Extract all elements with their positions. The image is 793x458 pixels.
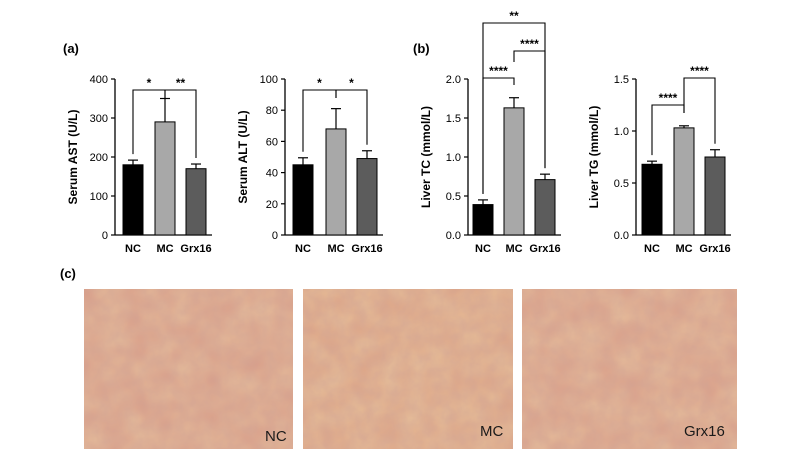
- category-label-mc: MC: [505, 243, 522, 255]
- bar-mc: [154, 121, 176, 236]
- significance-label: ****: [520, 37, 539, 51]
- micrograph-label-mc: MC: [480, 423, 503, 440]
- bar-mc: [673, 127, 695, 236]
- y-tick-label: 0.5: [614, 178, 629, 190]
- y-tick-label: 0: [102, 230, 108, 242]
- y-tick-label: 1.0: [446, 152, 461, 164]
- y-tick-label: 1.5: [614, 74, 629, 86]
- category-label-grx16: Grx16: [351, 243, 382, 255]
- category-label-nc: NC: [475, 243, 491, 255]
- y-tick-label: 300: [90, 113, 108, 125]
- micrograph-label-nc: NC: [265, 428, 287, 445]
- y-axis-label: Liver TG (mmol/L): [587, 106, 601, 209]
- panel-label-b: (b): [413, 41, 430, 56]
- category-label-mc: MC: [675, 243, 692, 255]
- bar-mc: [503, 107, 525, 236]
- micrograph-label-grx16: Grx16: [684, 423, 725, 440]
- category-label-grx16: Grx16: [699, 243, 730, 255]
- significance-bracket: [164, 89, 197, 159]
- micrograph-mc: MC: [303, 289, 513, 449]
- significance-label: **: [176, 76, 186, 90]
- significance-bracket: [482, 22, 546, 194]
- y-axis-label: Serum ALT (U/L): [236, 110, 250, 203]
- bar-grx16: [356, 158, 378, 236]
- significance-label: ****: [489, 64, 508, 78]
- y-tick-label: 100: [260, 74, 278, 86]
- y-tick-label: 1.5: [446, 113, 461, 125]
- significance-label: *: [349, 76, 354, 90]
- category-label-mc: MC: [327, 243, 344, 255]
- category-label-nc: NC: [125, 243, 141, 255]
- significance-label: ****: [690, 64, 709, 78]
- y-tick-label: 40: [266, 168, 278, 180]
- category-label-grx16: Grx16: [529, 243, 560, 255]
- bar-mc: [325, 128, 347, 236]
- bar-nc: [122, 164, 144, 236]
- y-tick-label: 400: [90, 74, 108, 86]
- bar-grx16: [704, 156, 726, 236]
- panel-label-a: (a): [63, 41, 79, 56]
- category-label-mc: MC: [156, 243, 173, 255]
- chart-liver-tc: 0.0 0.5 1.0 1.5 2.0 Liver TC (mmol/L) NC MC Grx1…: [419, 9, 561, 255]
- bar-nc: [641, 163, 663, 236]
- bar-nc: [292, 164, 314, 236]
- y-tick-label: 0: [272, 230, 278, 242]
- chart-liver-tg: 0.0 0.5 1.0 1.5 Liver TG (mmol/L) NC MC Grx16 **…: [587, 64, 731, 255]
- y-tick-label: 0.0: [446, 230, 461, 242]
- y-tick-label: 100: [90, 191, 108, 203]
- y-tick-label: 80: [266, 105, 278, 117]
- y-axis-label: Serum AST (U/L): [66, 110, 80, 205]
- y-tick-label: 0.0: [614, 230, 629, 242]
- micrograph-grx16: Grx16: [522, 289, 737, 449]
- y-tick-label: 20: [266, 199, 278, 211]
- bar-grx16: [534, 179, 556, 236]
- significance-label: *: [317, 76, 322, 90]
- category-label-nc: NC: [644, 243, 660, 255]
- y-tick-label: 0.5: [446, 191, 461, 203]
- significance-label: *: [147, 76, 152, 90]
- y-tick-label: 1.0: [614, 126, 629, 138]
- y-tick-label: 2.0: [446, 74, 461, 86]
- category-label-grx16: Grx16: [180, 243, 211, 255]
- micrograph-nc: NC: [84, 289, 293, 449]
- y-tick-label: 200: [90, 152, 108, 164]
- significance-bracket: [683, 77, 716, 144]
- category-label-nc: NC: [295, 243, 311, 255]
- significance-bracket: [335, 89, 368, 145]
- bar-nc: [472, 204, 494, 236]
- significance-label: ****: [659, 91, 678, 105]
- panel-label-c: (c): [60, 266, 76, 281]
- significance-label: **: [509, 9, 519, 23]
- chart-serum-alt: 0 20 40 60 80 100 Serum ALT (U/L) NC MC Grx16 * *: [236, 74, 383, 255]
- bar-grx16: [185, 168, 207, 236]
- y-axis-label: Liver TC (mmol/L): [419, 106, 433, 208]
- y-tick-label: 60: [266, 136, 278, 148]
